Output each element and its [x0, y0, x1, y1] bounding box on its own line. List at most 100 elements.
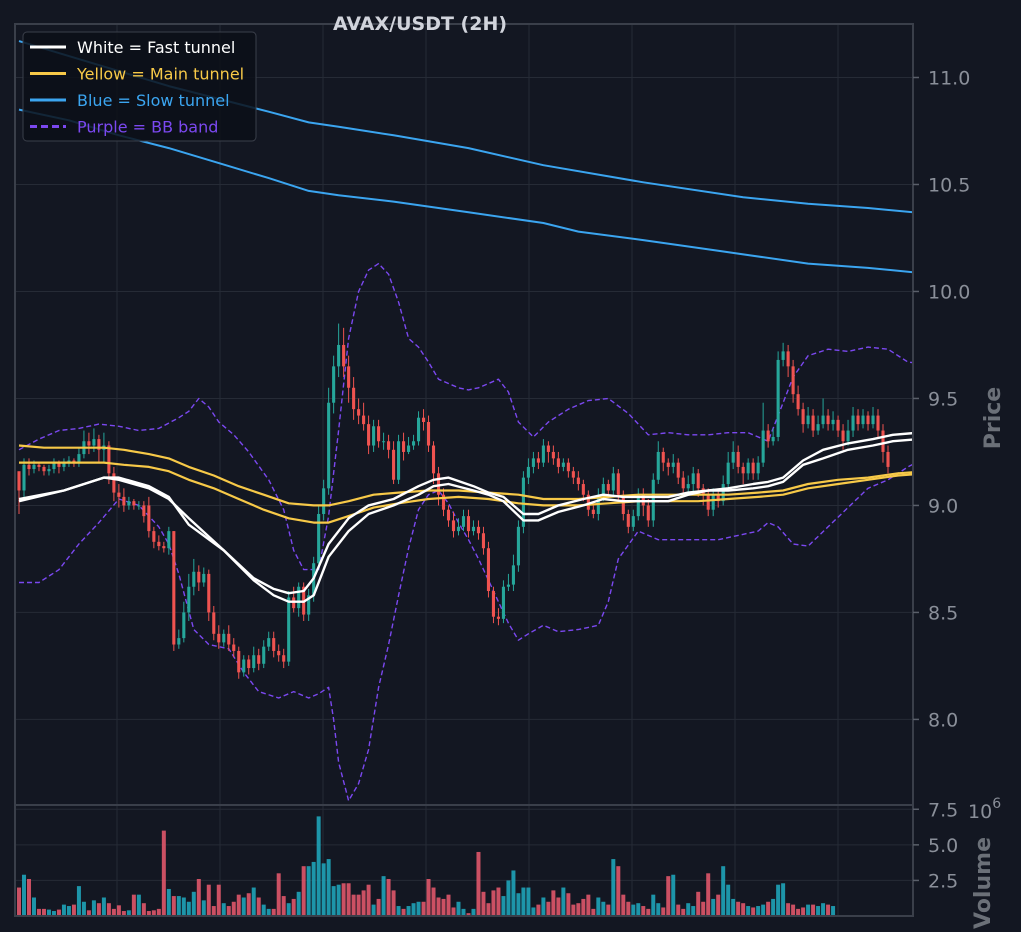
candle-body-167	[851, 415, 855, 431]
slow-tunnel-lower-line	[18, 108, 913, 274]
candle-body-47	[252, 655, 256, 669]
volume-bar-114	[586, 894, 591, 916]
volume-bar-13	[81, 901, 86, 916]
candle-body-80	[416, 417, 421, 442]
candle-body-7	[52, 462, 56, 470]
volume-bar-16	[96, 903, 101, 916]
volume-bar-49	[261, 904, 266, 916]
volume-bar-122	[626, 901, 631, 916]
candle-body-128	[656, 451, 660, 480]
candle-body-19	[112, 473, 116, 493]
main-tunnel-upper-line	[18, 444, 913, 507]
legend-label-3: Purple = BB band	[77, 118, 218, 137]
candle-body-103	[531, 458, 535, 467]
candle-body-23	[132, 501, 136, 506]
volume-bar-105	[541, 897, 546, 916]
candle-body-86	[446, 509, 451, 521]
candle-body-60	[317, 513, 321, 564]
candle-body-146	[746, 462, 750, 474]
volume-bar-159	[811, 904, 816, 916]
volume-bar-41	[221, 903, 226, 916]
volume-bar-110	[566, 893, 571, 916]
candle-body-138	[706, 494, 710, 510]
candle-body-87	[451, 520, 456, 532]
candle-body-52	[277, 650, 281, 656]
volume-bar-141	[721, 866, 726, 916]
volume-bar-132	[676, 904, 681, 916]
volume-bar-127	[651, 894, 656, 916]
volume-bar-84	[436, 897, 441, 916]
volume-bar-86	[446, 894, 451, 916]
chart-title: AVAX/USDT (2H)	[333, 13, 507, 35]
candle-body-168	[856, 415, 860, 425]
candle-body-105	[541, 445, 545, 463]
volume-bar-73	[381, 876, 386, 916]
candle-body-166	[846, 430, 850, 442]
volume-bar-156	[796, 908, 801, 916]
candle-body-144	[736, 451, 740, 467]
volume-bar-47	[251, 887, 256, 916]
candle-body-88	[456, 526, 461, 532]
candle-body-1	[22, 464, 26, 491]
volume-bar-10	[66, 906, 71, 916]
candle-body-154	[786, 351, 790, 367]
volume-bar-19	[111, 908, 116, 916]
candle-body-8	[57, 462, 61, 467]
candle-body-101	[521, 477, 525, 527]
volume-bar-135	[691, 906, 696, 916]
candle-body-109	[561, 462, 565, 467]
candle-body-135	[691, 473, 695, 485]
candle-body-70	[367, 424, 371, 446]
candle-body-151	[771, 436, 775, 442]
volume-bar-70	[366, 884, 371, 916]
price-axis-label: Price	[981, 387, 1006, 449]
candle-body-139	[711, 494, 715, 510]
candle-body-32	[177, 638, 181, 645]
candle-body-22	[127, 501, 131, 506]
volume-bar-160	[816, 906, 821, 916]
candle-body-119	[611, 473, 615, 491]
volume-bar-65	[341, 883, 346, 916]
candle-body-118	[606, 484, 610, 491]
candle-body-6	[47, 469, 51, 472]
volume-tick-label-1: 5.0	[928, 835, 958, 857]
volume-bar-119	[611, 859, 616, 916]
volume-bar-32	[176, 896, 181, 916]
candle-body-161	[821, 415, 825, 425]
candle-body-15	[92, 439, 96, 446]
candle-body-81	[421, 417, 426, 422]
legend-label-0: White = Fast tunnel	[77, 38, 235, 57]
candle-body-172	[876, 415, 880, 431]
candle-body-74	[387, 441, 391, 450]
volume-bar-106	[546, 901, 551, 916]
volume-bar-18	[106, 903, 111, 916]
fast-tunnel-lower-line	[18, 438, 913, 603]
candle-body-37	[202, 573, 206, 583]
candle-body-97	[501, 586, 505, 619]
volume-bar-152	[776, 884, 781, 916]
candle-body-93	[481, 533, 486, 549]
volume-bar-67	[351, 894, 356, 916]
candle-body-123	[631, 516, 635, 527]
candle-body-21	[122, 496, 126, 506]
candle-body-28	[157, 541, 161, 547]
volume-bar-109	[561, 887, 566, 916]
candle-body-142	[726, 462, 730, 485]
volume-bar-108	[556, 897, 561, 916]
volume-bar-53	[281, 896, 286, 916]
volume-bar-50	[266, 908, 271, 916]
volume-bar-12	[76, 886, 81, 916]
candle-body-69	[362, 415, 366, 425]
volume-bar-27	[151, 910, 156, 916]
volume-exponent-base: 10	[968, 801, 992, 823]
volume-bar-30	[166, 888, 171, 916]
candle-body-91	[471, 526, 476, 532]
candle-body-120	[616, 473, 620, 495]
candle-body-130	[666, 462, 670, 467]
candle-body-62	[327, 402, 331, 489]
volume-bar-151	[771, 898, 776, 916]
candle-body-39	[212, 612, 216, 634]
candle-body-35	[192, 571, 196, 587]
volume-bar-36	[196, 879, 201, 916]
volume-bar-74	[386, 879, 391, 916]
